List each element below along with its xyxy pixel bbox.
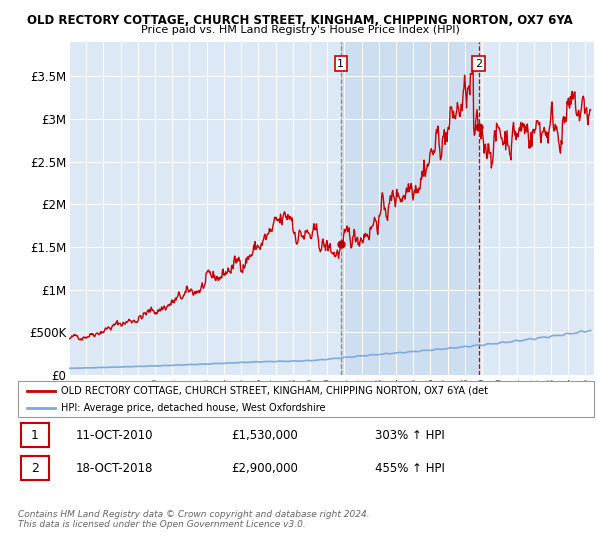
Bar (341, 42, 478, 375)
Text: £2,900,000: £2,900,000 (231, 461, 298, 475)
Text: 2: 2 (31, 461, 38, 475)
Text: 303% ↑ HPI: 303% ↑ HPI (375, 428, 445, 442)
FancyBboxPatch shape (21, 456, 49, 480)
Text: 1: 1 (337, 59, 344, 69)
Text: HPI: Average price, detached house, West Oxfordshire: HPI: Average price, detached house, West… (61, 403, 326, 413)
FancyBboxPatch shape (21, 423, 49, 447)
FancyBboxPatch shape (18, 381, 594, 417)
Text: Contains HM Land Registry data © Crown copyright and database right 2024.
This d: Contains HM Land Registry data © Crown c… (18, 510, 370, 529)
Text: 18-OCT-2018: 18-OCT-2018 (76, 461, 153, 475)
Text: OLD RECTORY COTTAGE, CHURCH STREET, KINGHAM, CHIPPING NORTON, OX7 6YA: OLD RECTORY COTTAGE, CHURCH STREET, KING… (27, 14, 573, 27)
Text: 455% ↑ HPI: 455% ↑ HPI (375, 461, 445, 475)
Text: £1,530,000: £1,530,000 (231, 428, 298, 442)
Text: 1: 1 (31, 428, 38, 442)
Text: 11-OCT-2010: 11-OCT-2010 (76, 428, 153, 442)
Text: OLD RECTORY COTTAGE, CHURCH STREET, KINGHAM, CHIPPING NORTON, OX7 6YA (det: OLD RECTORY COTTAGE, CHURCH STREET, KING… (61, 386, 488, 396)
Text: Price paid vs. HM Land Registry's House Price Index (HPI): Price paid vs. HM Land Registry's House … (140, 25, 460, 35)
Text: 2: 2 (475, 59, 482, 69)
